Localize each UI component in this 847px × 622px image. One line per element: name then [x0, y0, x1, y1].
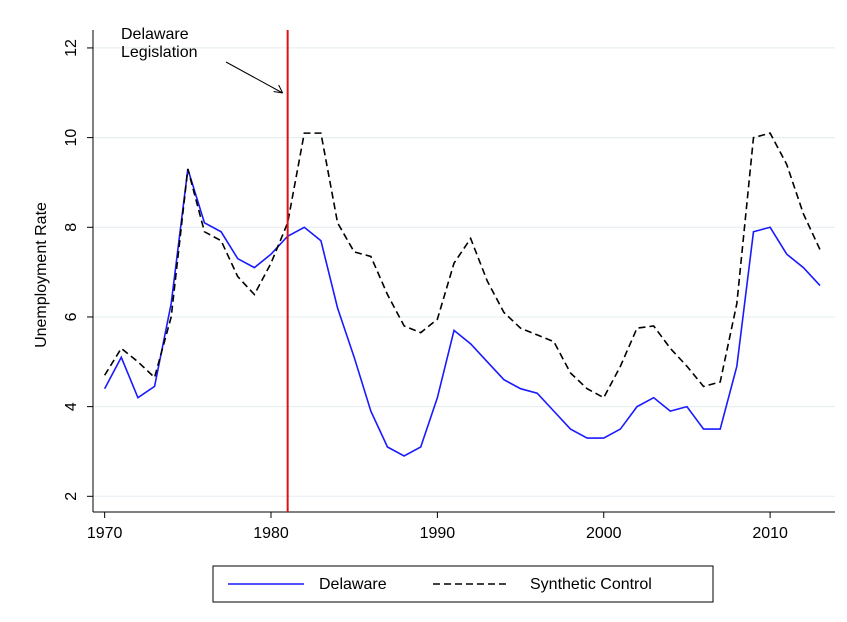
y-tick-label: 2 — [63, 492, 80, 501]
annotation: Legislation — [121, 44, 198, 61]
x-tick-label: 1980 — [253, 525, 289, 542]
series-line — [103, 132, 821, 399]
annotation-arrow — [225, 61, 283, 94]
series-line — [103, 168, 821, 457]
annotation: Delaware — [121, 26, 189, 43]
legend-label: Delaware — [319, 576, 387, 593]
x-tick-label: 1970 — [87, 525, 123, 542]
y-tick-label: 4 — [63, 402, 80, 411]
arrow-head — [273, 84, 284, 94]
x-tick-label: 1990 — [420, 525, 456, 542]
y-tick-label: 8 — [63, 223, 80, 232]
y-tick-label: 12 — [63, 39, 80, 57]
y-tick-label: 6 — [63, 312, 80, 321]
y-axis-label: Unemployment Rate — [33, 202, 50, 348]
x-tick-label: 2010 — [752, 525, 788, 542]
y-tick-label: 10 — [63, 129, 80, 147]
x-tick-label: 2000 — [586, 525, 622, 542]
legend-label: Synthetic Control — [530, 576, 652, 593]
